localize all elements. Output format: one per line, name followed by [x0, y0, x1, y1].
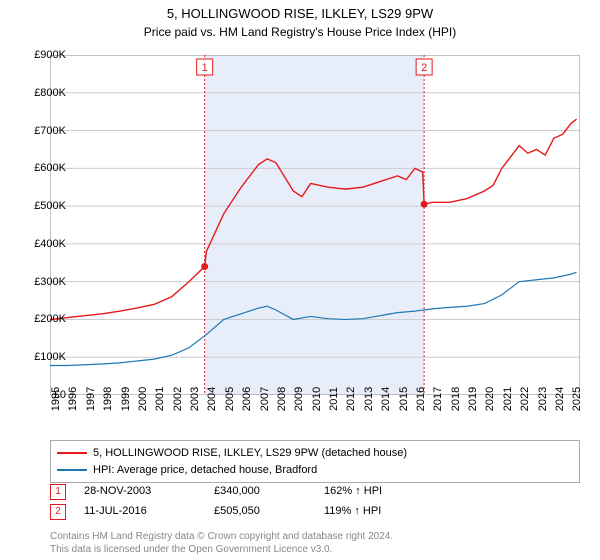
x-tick-label: 2023: [537, 387, 549, 411]
x-tick-label: 2004: [206, 387, 218, 411]
marker-row: 2 11-JUL-2016 £505,050 119% ↑ HPI: [50, 502, 464, 522]
chart-area: 12: [50, 55, 580, 395]
marker-row: 1 28-NOV-2003 £340,000 162% ↑ HPI: [50, 482, 464, 502]
x-tick-label: 2011: [328, 387, 340, 411]
marker-table: 1 28-NOV-2003 £340,000 162% ↑ HPI 2 11-J…: [50, 482, 464, 522]
svg-text:1: 1: [202, 62, 208, 74]
footer: Contains HM Land Registry data © Crown c…: [50, 530, 393, 556]
marker-pct: 162% ↑ HPI: [324, 482, 464, 502]
x-tick-label: 2016: [415, 387, 427, 411]
x-tick-label: 2017: [432, 387, 444, 411]
x-tick-label: 2008: [276, 387, 288, 411]
x-tick-label: 2005: [224, 387, 236, 411]
marker-price: £340,000: [214, 482, 324, 502]
x-tick-label: 1998: [102, 387, 114, 411]
x-tick-label: 2024: [554, 387, 566, 411]
legend-label: HPI: Average price, detached house, Brad…: [93, 462, 317, 479]
x-tick-label: 2001: [154, 387, 166, 411]
marker-price: £505,050: [214, 502, 324, 522]
x-tick-label: 2014: [380, 387, 392, 411]
chart-subtitle: Price paid vs. HM Land Registry's House …: [0, 23, 600, 39]
x-tick-label: 2019: [467, 387, 479, 411]
legend-row: HPI: Average price, detached house, Brad…: [57, 462, 573, 479]
y-tick-label: £700K: [22, 125, 66, 137]
legend-swatch: [57, 469, 87, 471]
y-tick-label: £800K: [22, 87, 66, 99]
footer-line: This data is licensed under the Open Gov…: [50, 543, 393, 556]
y-tick-label: £100K: [22, 351, 66, 363]
x-tick-label: 2010: [311, 387, 323, 411]
x-tick-label: 1999: [120, 387, 132, 411]
marker-date: 11-JUL-2016: [84, 502, 214, 522]
x-tick-label: 2003: [189, 387, 201, 411]
x-tick-label: 2002: [172, 387, 184, 411]
y-tick-label: £400K: [22, 238, 66, 250]
y-tick-label: £500K: [22, 200, 66, 212]
x-tick-label: 2022: [519, 387, 531, 411]
svg-text:2: 2: [421, 62, 427, 74]
x-tick-label: 1997: [85, 387, 97, 411]
legend-label: 5, HOLLINGWOOD RISE, ILKLEY, LS29 9PW (d…: [93, 445, 407, 462]
chart-title: 5, HOLLINGWOOD RISE, ILKLEY, LS29 9PW: [0, 0, 600, 23]
x-tick-label: 2025: [571, 387, 583, 411]
y-tick-label: £200K: [22, 313, 66, 325]
footer-line: Contains HM Land Registry data © Crown c…: [50, 530, 393, 543]
x-tick-label: 2015: [398, 387, 410, 411]
x-tick-label: 1995: [50, 387, 62, 411]
x-tick-label: 2018: [450, 387, 462, 411]
y-tick-label: £600K: [22, 162, 66, 174]
marker-badge: 1: [50, 484, 66, 500]
x-tick-label: 2020: [484, 387, 496, 411]
x-tick-label: 2006: [241, 387, 253, 411]
legend: 5, HOLLINGWOOD RISE, ILKLEY, LS29 9PW (d…: [50, 440, 580, 483]
x-tick-label: 2021: [502, 387, 514, 411]
y-tick-label: £900K: [22, 49, 66, 61]
x-tick-label: 2012: [345, 387, 357, 411]
marker-badge: 2: [50, 504, 66, 520]
marker-date: 28-NOV-2003: [84, 482, 214, 502]
marker-pct: 119% ↑ HPI: [324, 502, 464, 522]
x-tick-label: 2009: [293, 387, 305, 411]
x-tick-label: 2000: [137, 387, 149, 411]
x-tick-label: 2013: [363, 387, 375, 411]
y-tick-label: £300K: [22, 276, 66, 288]
x-tick-label: 1996: [67, 387, 79, 411]
legend-swatch: [57, 452, 87, 454]
legend-row: 5, HOLLINGWOOD RISE, ILKLEY, LS29 9PW (d…: [57, 445, 573, 462]
chart-svg: 12: [50, 55, 580, 395]
x-tick-label: 2007: [259, 387, 271, 411]
